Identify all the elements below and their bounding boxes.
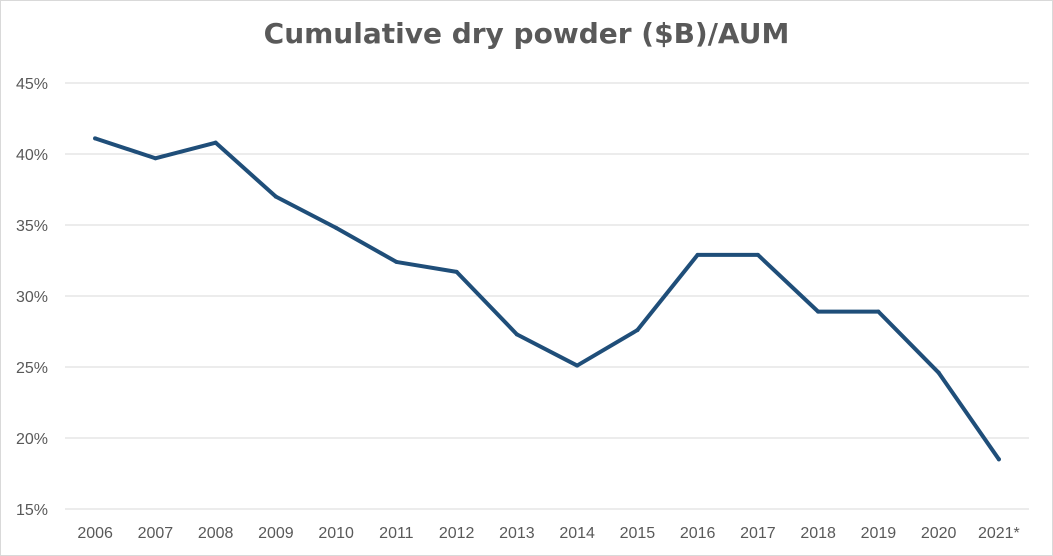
x-tick-label: 2020 xyxy=(921,525,957,542)
data-point xyxy=(93,136,98,141)
x-tick-label: 2010 xyxy=(318,525,354,542)
y-tick-label: 35% xyxy=(16,218,48,235)
y-tick-label: 20% xyxy=(16,431,48,448)
data-point xyxy=(695,252,700,257)
gridlines xyxy=(65,82,1029,510)
x-tick-label: 2008 xyxy=(198,525,234,542)
x-tick-label: 2006 xyxy=(77,525,113,542)
x-tick-label: 2016 xyxy=(680,525,716,542)
data-point xyxy=(153,156,158,161)
data-point xyxy=(454,269,459,274)
data-point xyxy=(876,309,881,314)
chart-title: Cumulative dry powder ($B)/AUM xyxy=(263,17,790,50)
x-tick-label: 2007 xyxy=(138,525,174,542)
y-axis-tick-labels: 15% 20% 25% 30% 35% 40% 45% xyxy=(16,76,48,519)
x-tick-label: 2009 xyxy=(258,525,294,542)
data-point xyxy=(273,194,278,199)
data-point xyxy=(936,370,941,375)
y-tick-label: 25% xyxy=(16,360,48,377)
x-tick-label: 2018 xyxy=(800,525,836,542)
data-point xyxy=(816,309,821,314)
data-point xyxy=(514,332,519,337)
data-point xyxy=(635,328,640,333)
data-point xyxy=(755,252,760,257)
data-point xyxy=(213,140,218,145)
y-tick-label: 40% xyxy=(16,147,48,164)
data-point xyxy=(394,259,399,264)
data-point xyxy=(996,457,1001,462)
x-tick-label: 2019 xyxy=(861,525,897,542)
x-tick-label: 2012 xyxy=(439,525,475,542)
data-point xyxy=(334,225,339,230)
x-tick-label: 2013 xyxy=(499,525,535,542)
series-layer xyxy=(93,136,1001,462)
x-axis-tick-labels: 2006 2007 2008 2009 2010 2011 2012 2013 2014 2015… xyxy=(77,525,1019,542)
series-line xyxy=(93,136,1001,462)
x-tick-label: 2014 xyxy=(559,525,595,542)
x-tick-label: 2021* xyxy=(978,525,1020,542)
x-tick-label: 2015 xyxy=(620,525,656,542)
x-tick-label: 2017 xyxy=(740,525,776,542)
x-tick-label: 2011 xyxy=(379,525,414,542)
y-tick-label: 30% xyxy=(16,289,48,306)
y-tick-label: 15% xyxy=(16,502,48,519)
data-point xyxy=(575,363,580,368)
y-tick-label: 45% xyxy=(16,76,48,93)
